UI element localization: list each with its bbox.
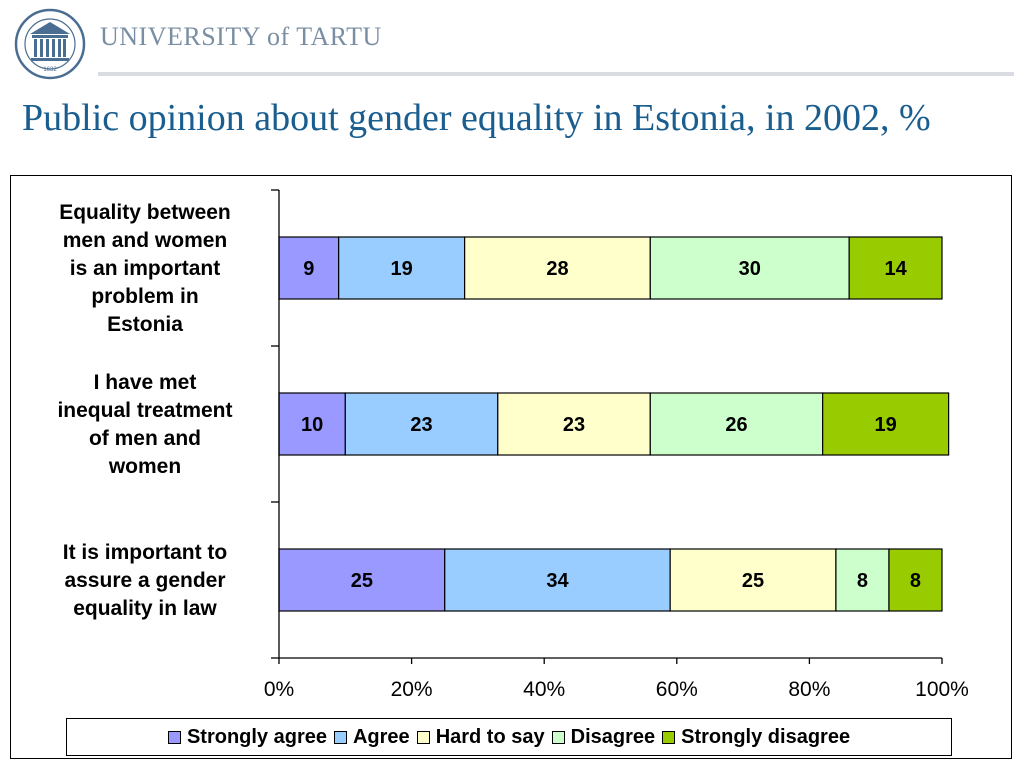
data-label: 23 [410, 414, 432, 436]
bar-segment [278, 392, 346, 456]
category-label: Equality between men and women is an impor… [59, 201, 231, 336]
data-label: 8 [857, 570, 868, 592]
data-label: 28 [546, 258, 568, 280]
legend-label: Agree [352, 725, 410, 748]
bar-segment [464, 236, 651, 300]
x-tick-label: 20% [391, 678, 433, 701]
bar-segment [278, 236, 340, 300]
bar-segment [497, 392, 651, 456]
bar-segment [444, 548, 671, 612]
bar-segment [649, 236, 850, 300]
bar-segment [888, 548, 943, 612]
bar-segment [835, 548, 890, 612]
legend-swatch [416, 730, 430, 744]
university-seal-icon: 1632 [14, 8, 86, 80]
legend-swatch [551, 730, 565, 744]
data-label: 9 [303, 258, 314, 280]
bar-segment [344, 392, 499, 456]
x-tick-label: 60% [656, 678, 698, 701]
header-divider [98, 72, 1014, 76]
data-label: 19 [391, 258, 413, 280]
data-label: 14 [884, 258, 907, 280]
data-label: 19 [875, 414, 897, 436]
bar-segment [669, 548, 837, 612]
legend-item: Strongly disagree [662, 726, 850, 749]
data-label: 25 [742, 570, 764, 592]
legend-label: Hard to say [435, 725, 545, 748]
category-label: I have met inequal treatment of men and wom… [57, 371, 232, 478]
data-label: 25 [351, 570, 373, 592]
bar-segment [822, 392, 950, 456]
legend-label: Strongly disagree [681, 725, 851, 748]
data-label: 23 [563, 414, 585, 436]
x-tick-label: 80% [788, 678, 830, 701]
bar-segment [649, 392, 824, 456]
data-label: 34 [546, 570, 569, 592]
legend-item: Hard to say [416, 725, 545, 749]
x-tick-label: 100% [915, 678, 969, 701]
legend-label: Disagree [570, 725, 656, 748]
legend-label: Strongly agree [186, 725, 327, 748]
x-tick-label: 0% [264, 678, 294, 701]
university-name: UNIVERSITY of TARTU [100, 22, 382, 51]
x-tick-label: 40% [523, 678, 565, 701]
header: 1632 UNIVERSITY of TARTU [0, 0, 1024, 88]
legend-swatch [167, 730, 181, 744]
bar-segment [338, 236, 466, 300]
data-label: 8 [910, 570, 921, 592]
chart-frame [10, 175, 1012, 759]
legend-item: Agree [333, 725, 410, 749]
data-label: 26 [725, 414, 747, 436]
svg-text:1632: 1632 [43, 67, 57, 73]
page-title: Public opinion about gender equality in … [22, 97, 931, 139]
chart-legend: Strongly agree Agree Hard to say Disagree St… [66, 718, 952, 756]
legend-item: Disagree [551, 725, 656, 749]
legend-swatch [662, 730, 676, 744]
bar-segment [848, 236, 943, 300]
data-label: 10 [301, 414, 323, 436]
category-label: It is important to assure a gender equalit… [63, 541, 228, 620]
legend-swatch [333, 730, 347, 744]
data-label: 30 [739, 258, 761, 280]
legend-item: Strongly agree [167, 725, 327, 749]
